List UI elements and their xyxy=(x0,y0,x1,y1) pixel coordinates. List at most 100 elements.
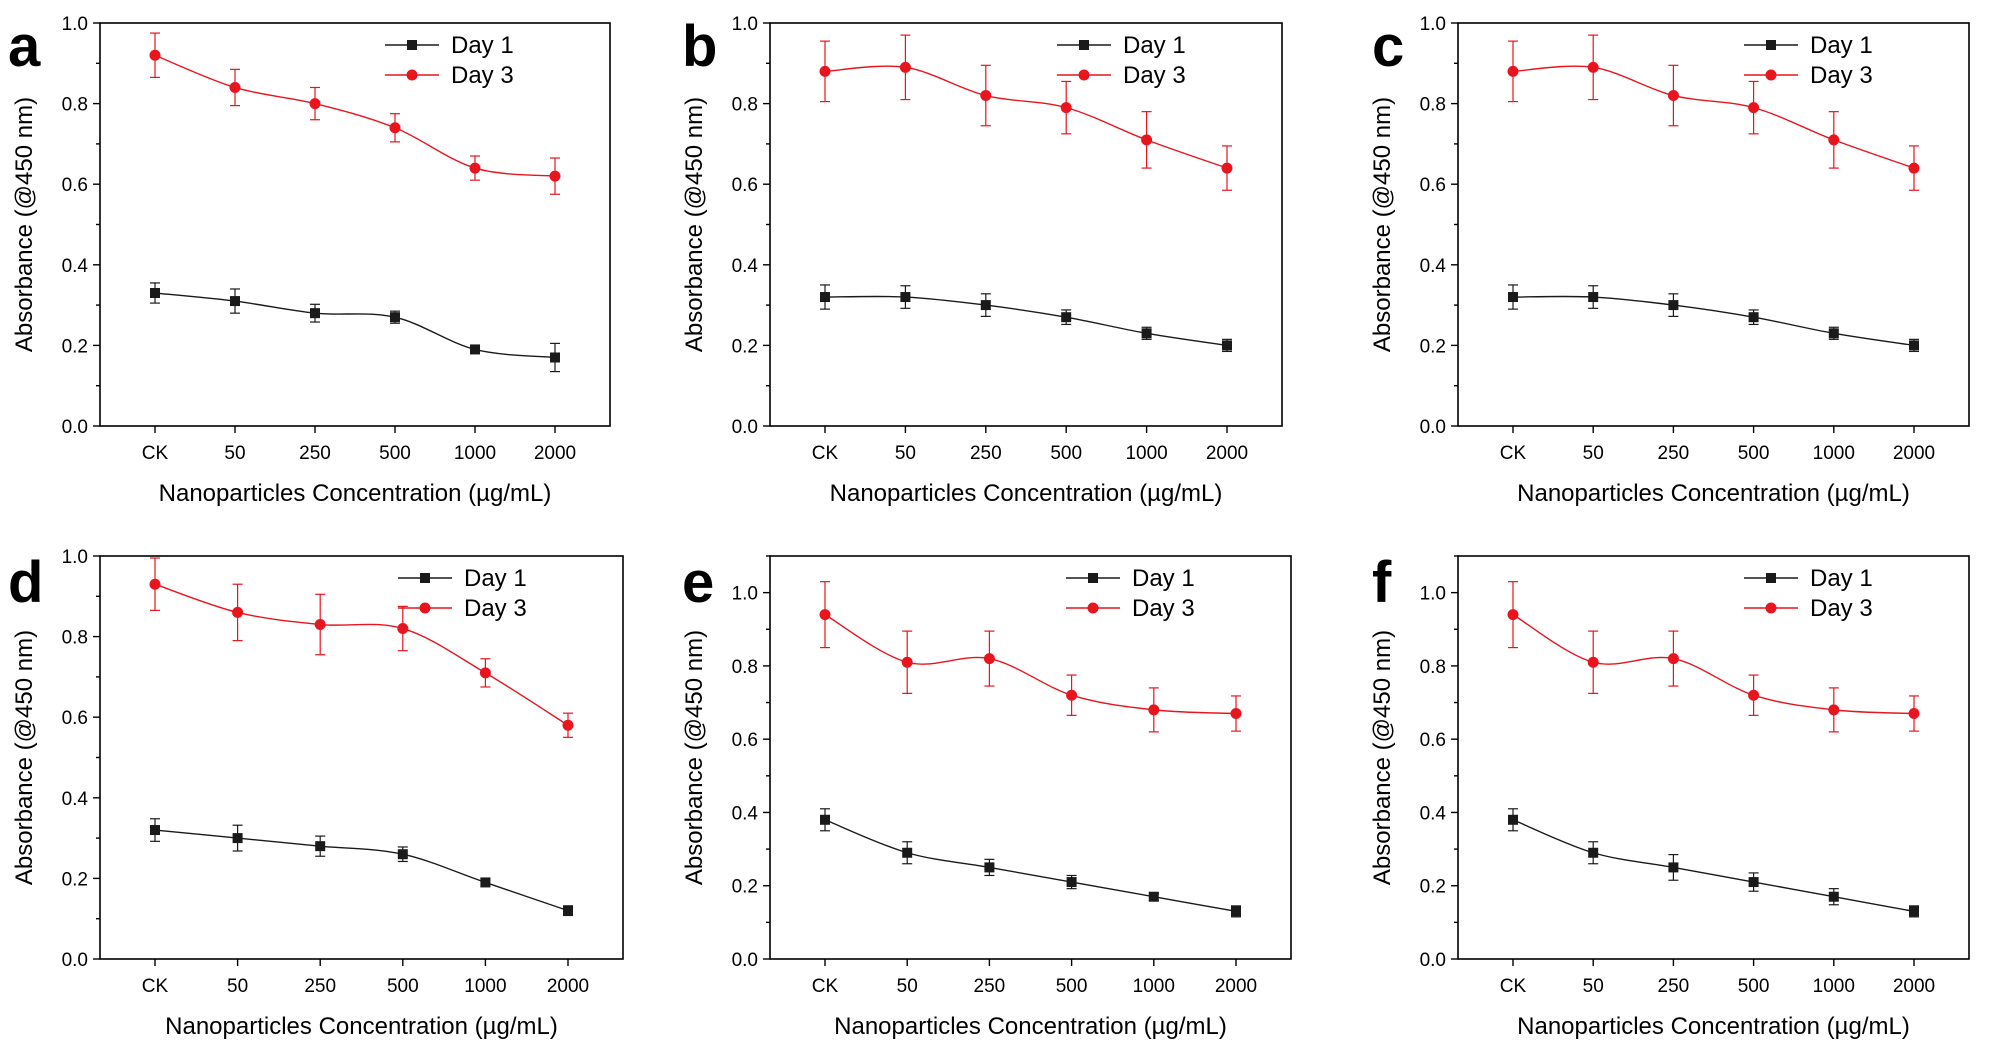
chart-e-ytick-label: 0.8 xyxy=(732,657,758,678)
chart-d-day3-point xyxy=(562,719,574,731)
chart-c-ytick-label: 1.0 xyxy=(1420,14,1446,35)
chart-e-day1-point xyxy=(1148,891,1159,902)
chart-c-panel: c 0.0 0.2 0.4 0.6 0.8 1.0 CK 50 250 500 1000 2000 Nan… xyxy=(1369,14,1970,507)
chart-b-xtick-label: 500 xyxy=(1050,443,1082,464)
chart-d-legend-label: Day 3 xyxy=(464,595,527,622)
chart-b-ytick-label: 0.0 xyxy=(732,417,758,438)
chart-f-xtick-label: CK xyxy=(1500,976,1527,997)
chart-d-xtick-label: 1000 xyxy=(464,976,506,997)
chart-d-day1-point xyxy=(563,905,573,916)
chart-a-ytick-label: 0.2 xyxy=(62,336,88,357)
chart-b-legend-label: Day 1 xyxy=(1123,32,1186,59)
chart-b-ytick-label: 0.2 xyxy=(732,336,758,357)
chart-e-xtick-label: 1000 xyxy=(1133,976,1175,997)
chart-f-day1-line xyxy=(1512,819,1915,913)
chart-b-day1-point xyxy=(820,292,830,303)
chart-f-ytick-label: 0.4 xyxy=(1420,803,1447,824)
chart-b-day3-point xyxy=(819,65,831,77)
chart-f-day3-point xyxy=(1667,653,1679,665)
chart-c-day1-point xyxy=(1828,328,1839,339)
chart-d-letter: d xyxy=(8,550,43,615)
chart-c-day1-point xyxy=(1748,312,1759,323)
chart-a-legend-day3: Day 3 xyxy=(385,62,514,89)
chart-f-legend-day3: Day 3 xyxy=(1744,595,1873,622)
chart-c-xtick-label: 500 xyxy=(1738,443,1770,464)
chart-b-day1-point xyxy=(1222,340,1232,351)
chart-e-day3-point xyxy=(983,653,995,665)
chart-f-ylabel: Absorbance (@450 nm) xyxy=(1369,630,1396,885)
chart-a-day3-point xyxy=(469,162,481,174)
chart-d-xtick-label: 500 xyxy=(387,976,419,997)
chart-b-ytick-label: 0.8 xyxy=(732,95,758,116)
chart-f-day3-point xyxy=(1828,704,1840,716)
chart-f-day3-point xyxy=(1748,689,1760,701)
chart-a-legend-label: Day 3 xyxy=(451,62,514,89)
chart-d-day3-point xyxy=(149,578,161,590)
chart-f-day1-point xyxy=(1909,906,1919,917)
chart-b-legend-day1: Day 1 xyxy=(1057,32,1186,59)
chart-b-day1-point xyxy=(1141,328,1152,339)
chart-b-day3-point xyxy=(980,90,992,102)
chart-e-ytick-label: 0.4 xyxy=(732,803,759,824)
chart-e-day1-point xyxy=(1231,906,1241,917)
chart-a-xtick-label: CK xyxy=(142,443,169,464)
chart-b-plot-frame xyxy=(769,22,1283,427)
chart-f-legend-label: Day 1 xyxy=(1810,565,1873,592)
chart-c-ytick-label: 0.8 xyxy=(1420,95,1446,116)
chart-e-ytick-label: 0.6 xyxy=(732,730,758,751)
chart-c-day3-point xyxy=(1748,102,1760,114)
chart-f-xtick-label: 2000 xyxy=(1893,976,1935,997)
chart-a-day3-point xyxy=(309,98,321,110)
chart-c-legend-day1: Day 1 xyxy=(1744,32,1873,59)
chart-c-day3-point xyxy=(1587,61,1599,73)
chart-b-xtick-label: CK xyxy=(812,443,839,464)
chart-e-day1-point xyxy=(820,814,830,825)
chart-d-panel: d 0.0 0.2 0.4 0.6 0.8 1.0 CK 50 250 500 1000 2000 Nan… xyxy=(8,547,624,1040)
chart-f-legend-day1: Day 1 xyxy=(1744,565,1873,592)
chart-f-day1-point xyxy=(1748,877,1759,888)
chart-f-xtick-label: 50 xyxy=(1583,976,1604,997)
chart-d-ytick-label: 1.0 xyxy=(62,547,88,568)
chart-d-xtick-label: 50 xyxy=(227,976,248,997)
chart-b-ytick-label: 0.6 xyxy=(732,175,758,196)
chart-e-day3-point xyxy=(819,609,831,621)
chart-a-day1-point xyxy=(470,344,480,355)
chart-b-day3-point xyxy=(899,61,911,73)
chart-c-legend-day3: Day 3 xyxy=(1744,62,1873,89)
chart-d-day3-point xyxy=(479,667,491,679)
chart-a-xtick-label: 250 xyxy=(299,443,331,464)
chart-a-day1-point xyxy=(230,296,240,307)
chart-d-ytick-label: 0.8 xyxy=(62,628,88,649)
chart-f-plot-frame xyxy=(1457,555,1970,960)
chart-a-xtick-label: 500 xyxy=(379,443,411,464)
chart-c-day1-point xyxy=(1668,300,1679,311)
chart-c-legend-label: Day 3 xyxy=(1810,62,1873,89)
chart-f-ytick-label: 0.6 xyxy=(1420,730,1446,751)
chart-e-panel: e 0.0 0.2 0.4 0.6 0.8 1.0 CK 50 250 500 1000 2000 Nan… xyxy=(681,550,1292,1040)
chart-f-day1-point xyxy=(1668,862,1679,873)
chart-e-xlabel: Nanoparticles Concentration (µg/mL) xyxy=(834,1013,1227,1040)
chart-d-ytick-label: 0.6 xyxy=(62,708,88,729)
chart-b-panel: b 0.0 0.2 0.4 0.6 0.8 1.0 CK 50 250 500 1000 2000 Nan… xyxy=(681,14,1283,507)
chart-b-xlabel: Nanoparticles Concentration (µg/mL) xyxy=(830,480,1223,507)
chart-a-ytick-label: 0.0 xyxy=(62,417,88,438)
chart-b-xtick-label: 1000 xyxy=(1125,443,1167,464)
chart-a-xtick-label: 50 xyxy=(224,443,245,464)
chart-c-day1-line xyxy=(1512,295,1915,347)
chart-b-day1-point xyxy=(980,300,991,311)
chart-d-day3-point xyxy=(314,619,326,631)
chart-e-xtick-label: 500 xyxy=(1056,976,1088,997)
chart-c-day1-point xyxy=(1909,340,1919,351)
chart-a-ytick-label: 0.4 xyxy=(62,256,89,277)
chart-a-legend-label: Day 1 xyxy=(451,32,514,59)
chart-a-ytick-label: 1.0 xyxy=(62,14,88,35)
chart-d-xlabel: Nanoparticles Concentration (µg/mL) xyxy=(165,1013,558,1040)
chart-f-xtick-label: 250 xyxy=(1658,976,1690,997)
chart-c-day3-point xyxy=(1507,65,1519,77)
chart-a-day1-point xyxy=(150,288,160,299)
chart-c-ytick-label: 0.2 xyxy=(1420,336,1446,357)
chart-f-day3-point xyxy=(1908,708,1920,720)
chart-e-day3-point xyxy=(1066,689,1078,701)
chart-e-xtick-label: CK xyxy=(812,976,839,997)
